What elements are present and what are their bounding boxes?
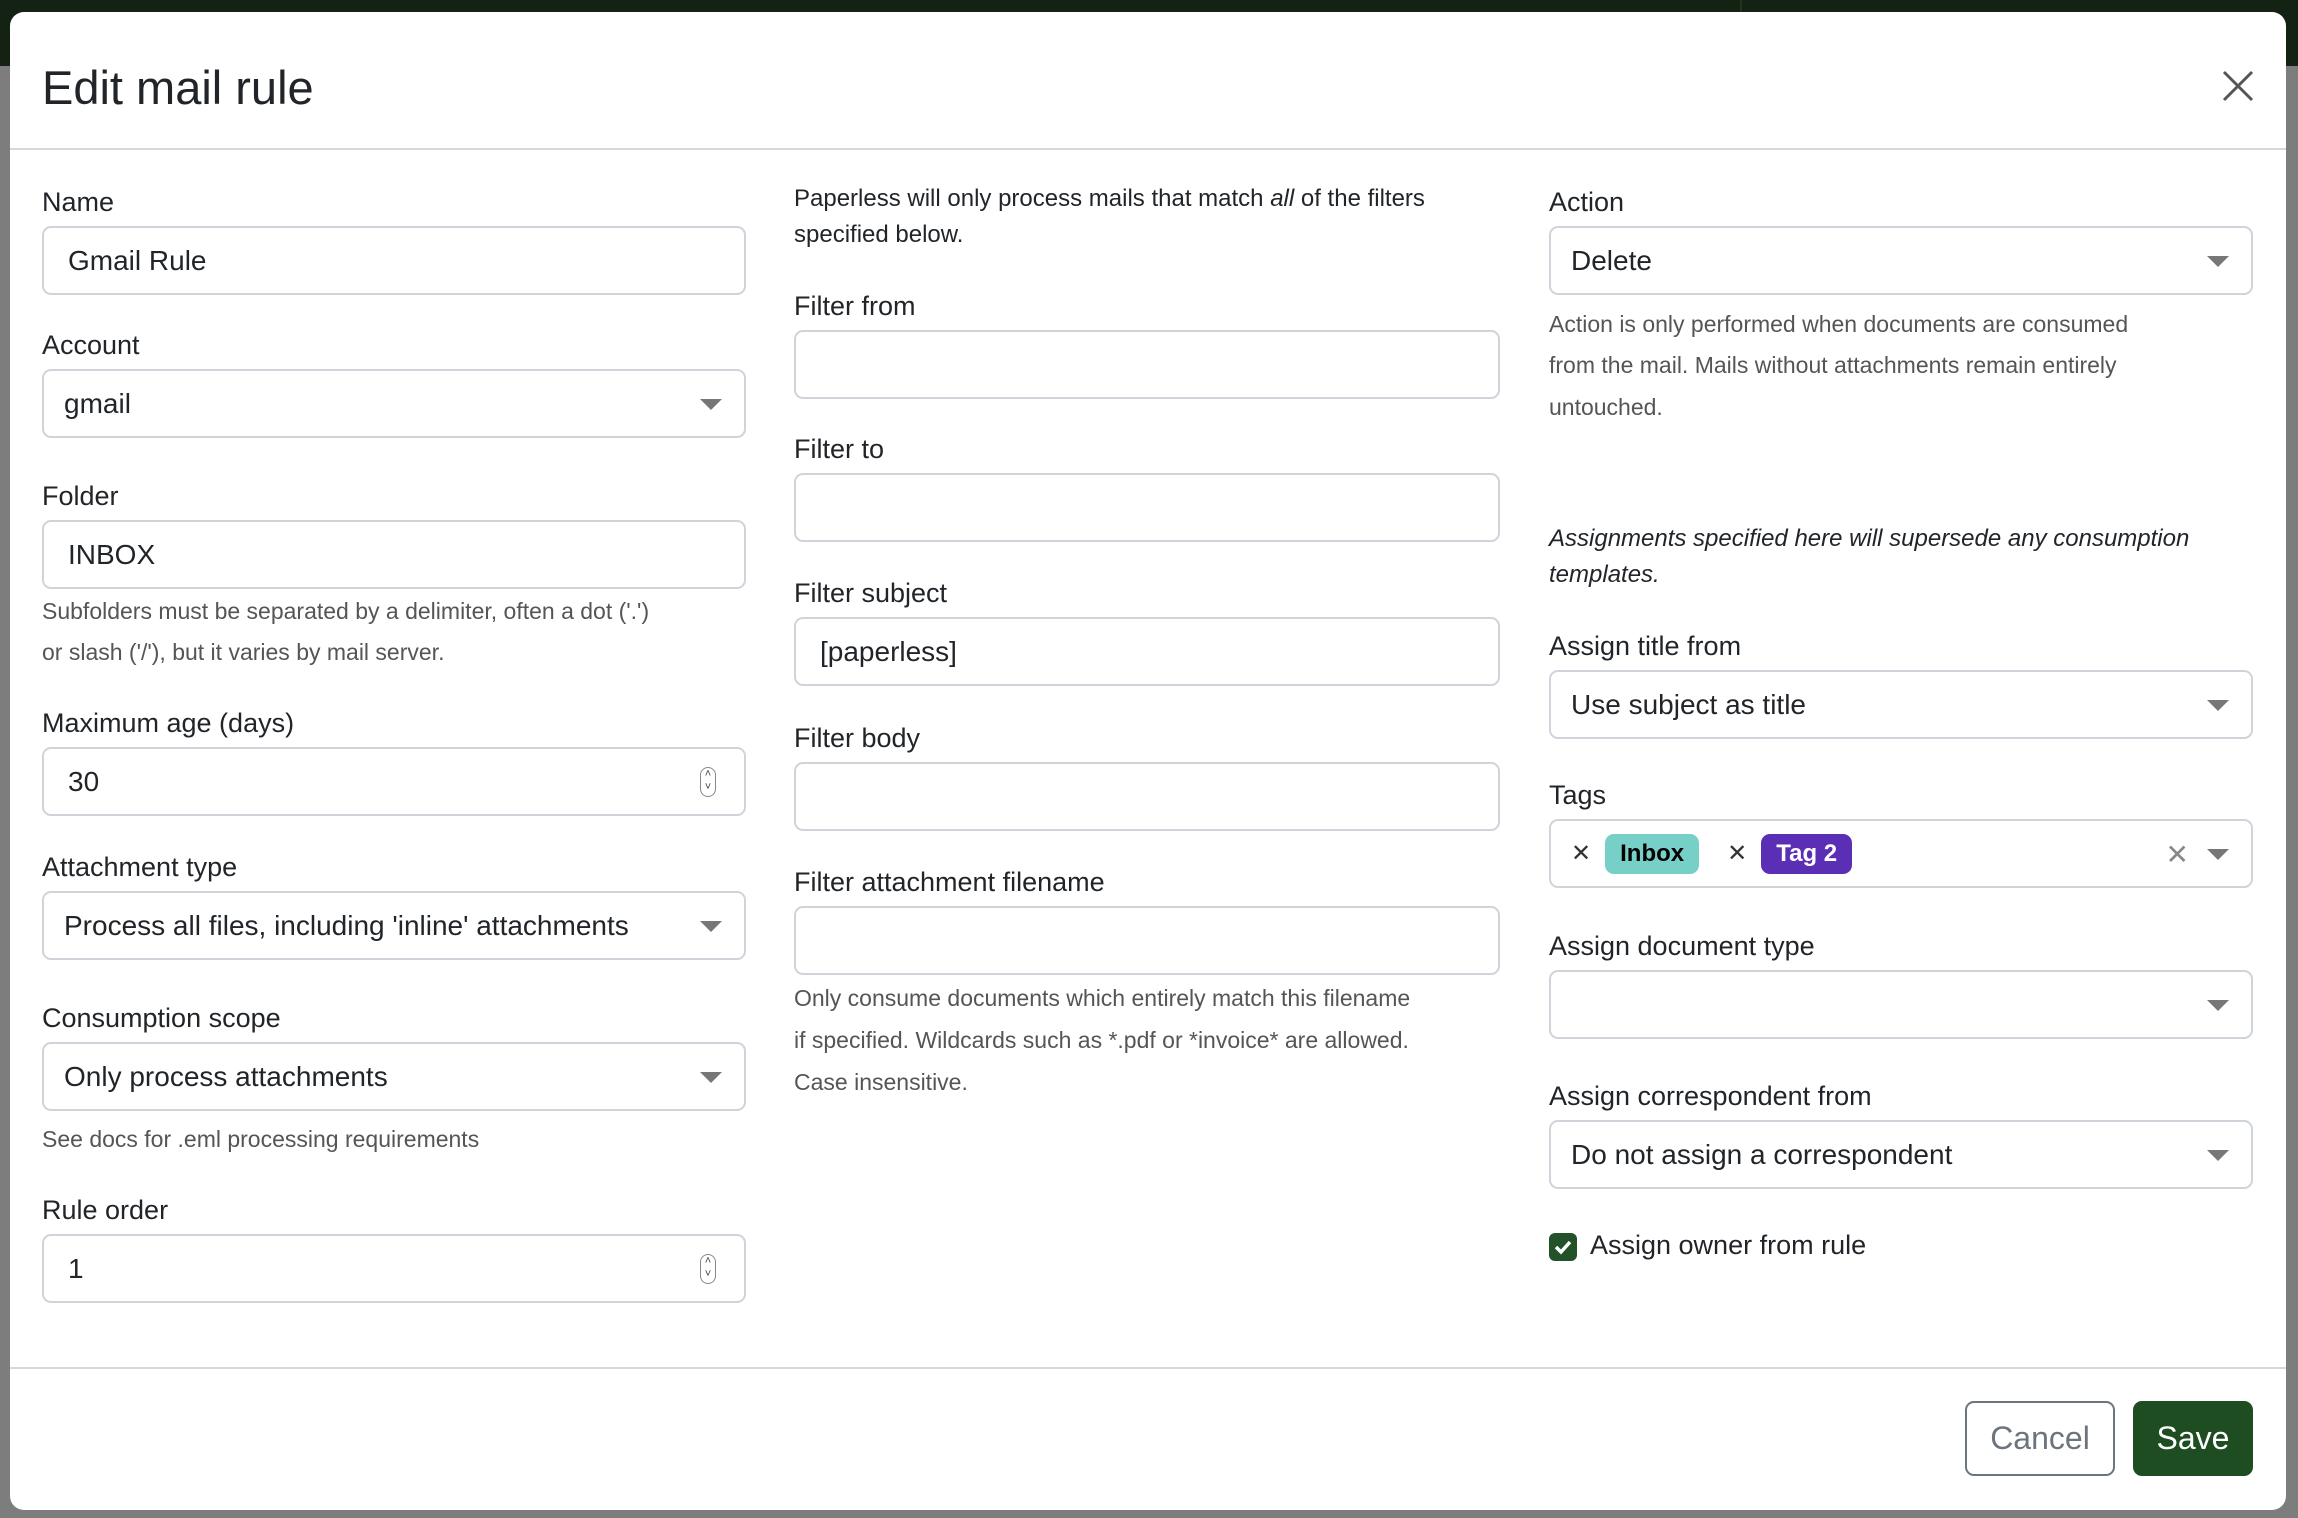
chevron-down-icon bbox=[700, 1072, 722, 1083]
filter-body-label: Filter body bbox=[794, 723, 921, 753]
correspondent-select[interactable]: Do not assign a correspondent bbox=[1549, 1120, 2253, 1189]
cancel-button[interactable]: Cancel bbox=[1965, 1401, 2115, 1476]
remove-tag-icon[interactable]: ✕ bbox=[1571, 840, 1592, 867]
intro-text: of the filters bbox=[1294, 185, 1425, 212]
rule-order-input[interactable]: 1 ˄ ˅ bbox=[42, 1234, 746, 1303]
chevron-down-icon bbox=[2207, 849, 2229, 860]
consumption-scope-select[interactable]: Only process attachments bbox=[42, 1042, 746, 1111]
action-label: Action bbox=[1549, 187, 1625, 217]
chevron-down-icon bbox=[2207, 1150, 2229, 1161]
doc-type-label: Assign document type bbox=[1549, 931, 1815, 961]
consumption-scope-label: Consumption scope bbox=[42, 1003, 281, 1033]
filters-intro-2: specified below. bbox=[794, 221, 964, 248]
filter-attachment-help-3: Case insensitive. bbox=[794, 1069, 968, 1095]
assign-title-label: Assign title from bbox=[1549, 631, 1742, 661]
filter-from-input[interactable] bbox=[794, 330, 1500, 399]
max-age-label: Maximum age (days) bbox=[42, 708, 295, 738]
close-icon[interactable] bbox=[2216, 64, 2260, 108]
assignments-note-2: templates. bbox=[1549, 561, 1660, 588]
assignments-note-1: Assignments specified here will supersed… bbox=[1549, 525, 2190, 552]
header-divider bbox=[10, 148, 2286, 150]
tag-tag-2: Tag 2 bbox=[1761, 833, 1853, 874]
filter-attachment-label: Filter attachment filename bbox=[794, 867, 1105, 897]
intro-text: Paperless will only process mails that m… bbox=[794, 185, 1271, 212]
filter-subject-input[interactable]: [paperless] bbox=[794, 617, 1500, 686]
clear-all-icon[interactable]: ✕ bbox=[2165, 839, 2189, 870]
name-label: Name bbox=[42, 187, 115, 217]
chevron-down-icon bbox=[700, 399, 722, 410]
filter-attachment-help-1: Only consume documents which entirely ma… bbox=[794, 985, 1411, 1011]
account-value: gmail bbox=[64, 387, 131, 419]
action-help-1: Action is only performed when documents … bbox=[1549, 311, 2129, 337]
filter-body-input[interactable] bbox=[794, 762, 1500, 831]
folder-input[interactable]: INBOX bbox=[42, 520, 746, 589]
attachment-type-select[interactable]: Process all files, including 'inline' at… bbox=[42, 891, 746, 960]
account-select[interactable]: gmail bbox=[42, 369, 746, 438]
action-select[interactable]: Delete bbox=[1549, 226, 2253, 295]
action-help-3: untouched. bbox=[1549, 394, 1663, 420]
action-value: Delete bbox=[1571, 244, 1652, 276]
spinner-icon[interactable]: ˄ ˅ bbox=[700, 1254, 716, 1284]
action-help-2: from the mail. Mails without attachments… bbox=[1549, 352, 2117, 378]
filter-attachment-input[interactable] bbox=[794, 906, 1500, 975]
edit-mail-rule-dialog: Edit mail rule Name Gmail Rule Account g… bbox=[10, 12, 2286, 1510]
filter-to-input[interactable] bbox=[794, 473, 1500, 542]
attachment-type-label: Attachment type bbox=[42, 852, 238, 882]
filter-from-label: Filter from bbox=[794, 291, 916, 321]
correspondent-label: Assign correspondent from bbox=[1549, 1081, 1872, 1111]
spinner-icon[interactable]: ˄ ˅ bbox=[700, 767, 716, 797]
footer-divider bbox=[10, 1367, 2286, 1369]
max-age-input[interactable]: 30 ˄ ˅ bbox=[42, 747, 746, 816]
max-age-value: 30 bbox=[68, 765, 100, 797]
chevron-down-icon bbox=[2207, 1000, 2229, 1011]
correspondent-value: Do not assign a correspondent bbox=[1571, 1138, 1953, 1170]
assign-title-select[interactable]: Use subject as title bbox=[1549, 670, 2253, 739]
remove-tag-icon[interactable]: ✕ bbox=[1727, 840, 1748, 867]
chevron-down-icon bbox=[2207, 700, 2229, 711]
name-input[interactable]: Gmail Rule bbox=[42, 226, 746, 295]
doc-type-select[interactable] bbox=[1549, 970, 2253, 1039]
checkmark-icon bbox=[1554, 1240, 1572, 1255]
dialog-title: Edit mail rule bbox=[42, 61, 314, 114]
filter-to-label: Filter to bbox=[794, 434, 885, 464]
assign-title-value: Use subject as title bbox=[1571, 688, 1806, 720]
owner-checkbox-label[interactable]: Assign owner from rule bbox=[1590, 1230, 1867, 1260]
chevron-down-icon bbox=[700, 921, 722, 932]
folder-help-2: or slash ('/'), but it varies by mail se… bbox=[42, 639, 445, 665]
account-label: Account bbox=[42, 330, 140, 360]
tags-select[interactable]: ✕ Inbox ✕ Tag 2 ✕ bbox=[1549, 819, 2253, 888]
consumption-scope-value: Only process attachments bbox=[64, 1060, 388, 1092]
filter-subject-label: Filter subject bbox=[794, 578, 948, 608]
intro-emphasis: all bbox=[1270, 185, 1295, 212]
folder-help-1: Subfolders must be separated by a delimi… bbox=[42, 598, 650, 624]
save-button[interactable]: Save bbox=[2133, 1401, 2253, 1476]
rule-order-value: 1 bbox=[68, 1252, 84, 1284]
attachment-type-value: Process all files, including 'inline' at… bbox=[64, 909, 629, 941]
owner-checkbox[interactable] bbox=[1549, 1233, 1577, 1261]
consumption-scope-help: See docs for .eml processing requirement… bbox=[42, 1126, 480, 1152]
filters-intro: Paperless will only process mails that m… bbox=[794, 181, 1425, 217]
rule-order-label: Rule order bbox=[42, 1195, 169, 1225]
chevron-down-icon bbox=[2207, 256, 2229, 267]
tags-label: Tags bbox=[1549, 780, 1607, 810]
folder-label: Folder bbox=[42, 481, 119, 511]
filter-attachment-help-2: if specified. Wildcards such as *.pdf or… bbox=[794, 1027, 1409, 1053]
tag-inbox: Inbox bbox=[1605, 833, 1700, 874]
